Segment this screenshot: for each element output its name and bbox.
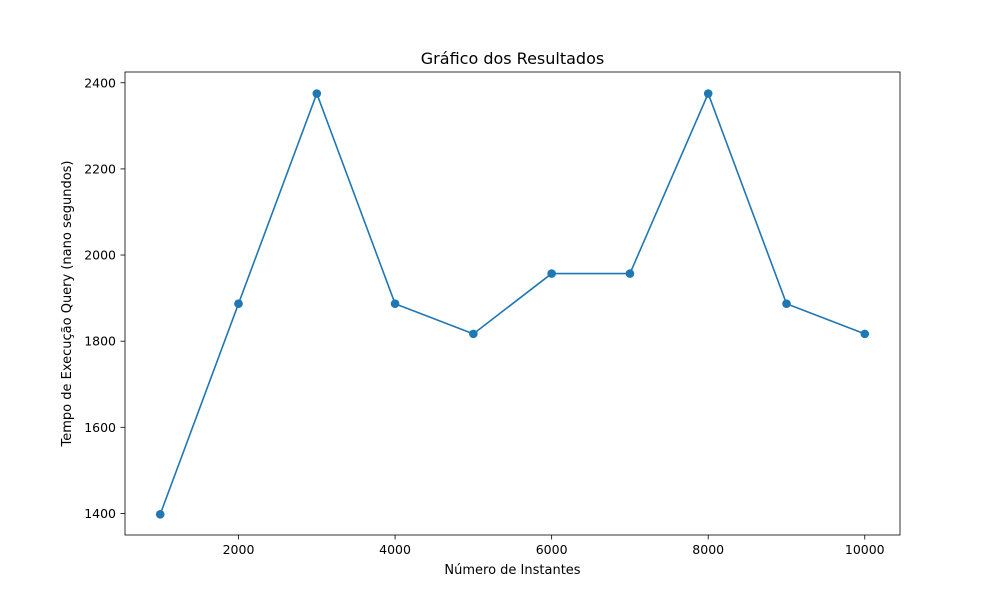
y-tick-label: 1800 bbox=[84, 334, 116, 349]
data-point bbox=[234, 299, 243, 309]
data-point bbox=[547, 269, 556, 278]
y-tick-label: 2000 bbox=[84, 248, 116, 263]
x-axis-label: Número de Instantes bbox=[444, 563, 580, 578]
x-tick-label: 4000 bbox=[379, 542, 411, 557]
y-tick-label: 2400 bbox=[84, 75, 116, 90]
data-point bbox=[860, 329, 870, 339]
x-tick-label: 6000 bbox=[536, 542, 568, 557]
chart-title: Gráfico dos Resultados bbox=[421, 49, 604, 68]
y-tick-label: 1600 bbox=[84, 420, 116, 435]
data-point bbox=[782, 299, 791, 309]
y-tick-label: 2200 bbox=[84, 161, 116, 176]
data-point bbox=[390, 299, 400, 309]
x-tick-label: 2000 bbox=[223, 542, 255, 557]
series-line bbox=[159, 92, 866, 515]
y-axis-label: Tempo de Execução Query (nano segundos) bbox=[60, 161, 75, 448]
data-point bbox=[703, 89, 713, 98]
y-tick-label: 1400 bbox=[84, 506, 116, 521]
x-tick-label: 10000 bbox=[845, 542, 885, 557]
data-point bbox=[625, 269, 635, 278]
data-point bbox=[469, 329, 478, 339]
data-point bbox=[155, 510, 165, 519]
x-tick-label: 8000 bbox=[692, 542, 724, 557]
plot-area: 2000 4000 6000 8000 10000 1400 1600 1800 2000 220… bbox=[84, 71, 901, 557]
data-point bbox=[312, 89, 322, 98]
plot-frame bbox=[124, 71, 901, 536]
